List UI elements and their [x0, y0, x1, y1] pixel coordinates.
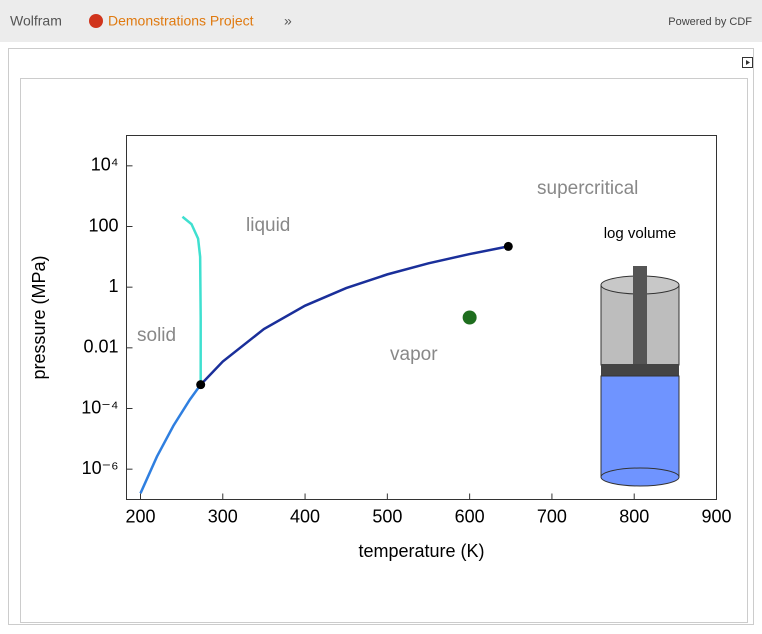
y-tick-label: 10⁻⁶ [82, 458, 119, 478]
x-axis-label: temperature (K) [358, 541, 484, 561]
point [463, 311, 477, 325]
page: Wolfram Demonstrations Project » Powered… [0, 0, 762, 629]
region-label: solid [137, 325, 176, 346]
x-tick-label: 500 [372, 506, 402, 526]
y-tick-label: 0.01 [83, 337, 118, 357]
fluid [601, 376, 679, 477]
cylinder-bottom [601, 468, 679, 486]
powered-by: Powered by CDF [668, 16, 752, 28]
x-tick-label: 700 [537, 506, 567, 526]
point [504, 242, 513, 251]
region-label: supercritical [537, 178, 638, 199]
x-tick-label: 800 [619, 506, 649, 526]
inset-label: log volume [604, 225, 677, 242]
y-tick-label: 10⁴ [91, 155, 119, 175]
brand: Wolfram [10, 13, 62, 29]
y-tick-label: 100 [88, 215, 118, 235]
x-tick-label: 600 [455, 506, 485, 526]
x-tick-label: 400 [290, 506, 320, 526]
region-label: vapor [390, 344, 438, 365]
x-tick-label: 900 [701, 506, 731, 526]
y-axis-label: pressure (MPa) [29, 255, 49, 379]
logo [89, 14, 103, 28]
x-tick-label: 300 [208, 506, 238, 526]
piston-head [601, 364, 679, 376]
project-link[interactable]: Demonstrations Project [108, 13, 254, 29]
arrow: » [284, 13, 292, 29]
piston [601, 266, 679, 486]
rod [633, 266, 647, 365]
region-label: liquid [246, 215, 290, 236]
y-tick-label: 10⁻⁴ [81, 397, 118, 417]
screen: Wolfram Demonstrations Project » Powered… [0, 0, 762, 629]
x-tick-label: 200 [125, 506, 155, 526]
point [196, 380, 205, 389]
y-tick-label: 1 [108, 276, 118, 296]
